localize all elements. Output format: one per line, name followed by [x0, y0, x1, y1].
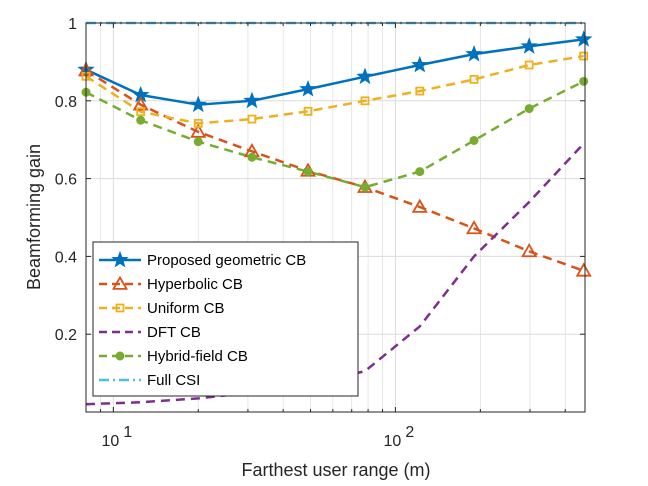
data-point-square: [360, 96, 370, 106]
data-point-triangle: [575, 262, 592, 277]
y-tick-label: 0.6: [55, 172, 77, 189]
data-point-star: [574, 30, 593, 47]
data-point-square: [469, 75, 479, 84]
legend-entry-hybrid-field-cb: Hybrid-field CB: [99, 348, 248, 365]
data-point-circle: [303, 167, 313, 177]
data-point-circle: [524, 104, 534, 114]
x-tick-label: 10: [101, 433, 119, 450]
y-axis-label: Beamforming gain: [24, 144, 44, 290]
data-point-circle: [469, 135, 479, 145]
data-point-circle: [415, 167, 425, 177]
data-point-star: [299, 79, 317, 97]
x-tick-label: 10: [384, 433, 402, 450]
legend-entry-dft-cb: DFT CB: [99, 324, 201, 341]
legend-entries: Proposed geometric CB Hyperbolic CB Unifor…: [99, 250, 306, 389]
data-point-star: [356, 67, 374, 85]
data-point-star: [111, 250, 129, 268]
data-point-triangle: [465, 220, 483, 235]
series-line-proposed-geometric-cb: [85, 38, 584, 106]
legend: Proposed geometric CB Hyperbolic CB Unifor…: [92, 241, 359, 397]
data-point-square: [115, 303, 125, 313]
legend-label: Proposed geometric CB: [147, 252, 306, 269]
data-point-circle: [193, 137, 203, 147]
data-point-square: [303, 106, 313, 116]
data-point-square: [415, 86, 425, 96]
data-point-star: [520, 37, 538, 54]
legend-label: Hyperbolic CB: [147, 276, 243, 293]
data-point-square: [579, 51, 589, 61]
y-tick-label: 0.4: [55, 249, 77, 266]
data-point-circle: [136, 115, 146, 125]
axes-box: [85, 22, 586, 413]
data-point-square: [193, 118, 203, 128]
legend-label: DFT CB: [147, 324, 201, 341]
legend-entry-proposed-geometric-cb: Proposed geometric CB: [99, 250, 306, 269]
series-line-hybrid-field-cb: [85, 80, 585, 189]
data-point-circle: [579, 76, 589, 86]
data-point-circle: [360, 182, 370, 192]
data-point-circle: [115, 351, 125, 361]
data-point-star: [465, 44, 483, 62]
data-point-triangle: [111, 275, 129, 290]
data-point-square: [524, 60, 534, 70]
data-point-star: [243, 91, 261, 109]
legend-label: Full CSI: [147, 372, 200, 389]
series-line-uniform-cb: [85, 54, 584, 125]
legend-entry-hyperbolic-cb: Hyperbolic CB: [99, 275, 243, 293]
data-point-triangle: [411, 198, 428, 213]
data-point-star: [411, 55, 429, 73]
data-point-square: [247, 114, 257, 124]
axis-ticks: [85, 22, 585, 412]
data-point-triangle: [190, 123, 207, 138]
data-point-square: [136, 107, 146, 117]
y-tick-label: 0.8: [55, 94, 77, 111]
data-point-triangle: [521, 243, 538, 258]
data-point-star: [189, 95, 207, 113]
data-point-triangle: [132, 96, 149, 111]
x-tick-label-exponent: 2: [405, 424, 414, 441]
legend-entry-uniform-cb: Uniform CB: [99, 300, 225, 317]
legend-entry-full-csi: Full CSI: [99, 372, 200, 389]
legend-box: [92, 241, 359, 397]
y-tick-label: 0.2: [55, 327, 77, 344]
legend-label: Uniform CB: [147, 300, 225, 317]
series-line-dft-cb: [85, 142, 585, 406]
legend-label: Hybrid-field CB: [147, 348, 248, 365]
y-tick-label: 1: [68, 16, 77, 33]
x-axis-label: Farthest user range (m): [241, 460, 430, 480]
x-tick-label-exponent: 1: [123, 424, 132, 441]
data-point-circle: [247, 152, 257, 162]
